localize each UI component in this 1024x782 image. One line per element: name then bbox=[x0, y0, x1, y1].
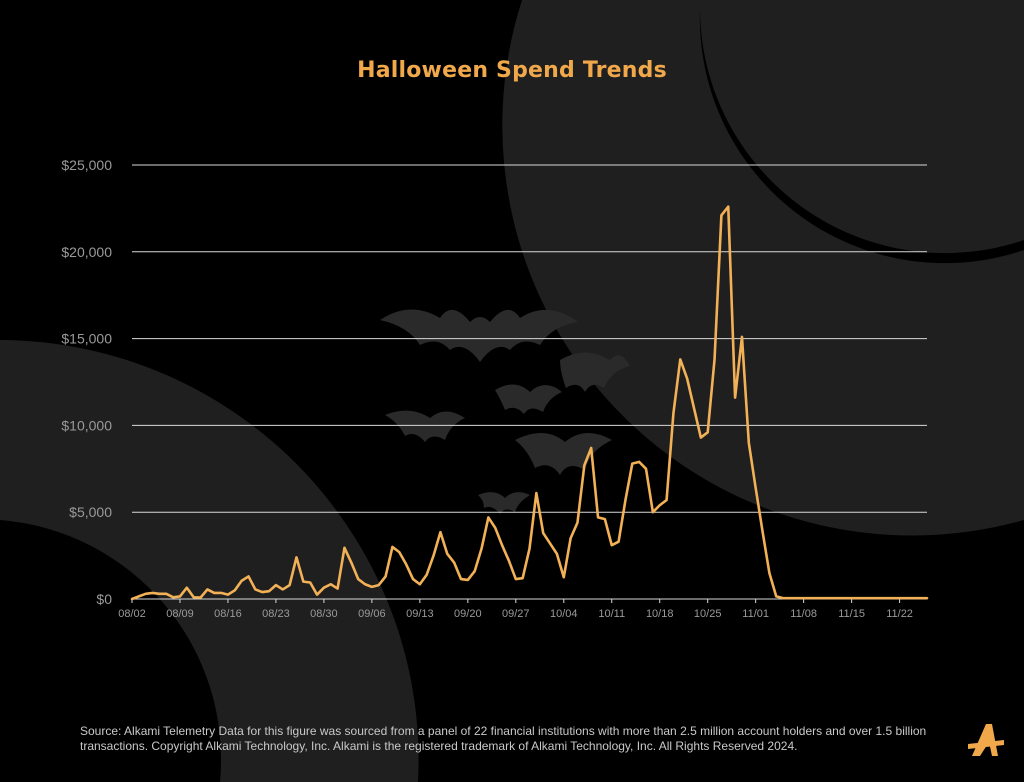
y-tick-label: $15,000 bbox=[61, 331, 112, 347]
decor-crescent-bottom-left bbox=[0, 340, 419, 782]
x-tick-label: 09/13 bbox=[406, 608, 434, 620]
y-axis-ticks: $0 $5,000 $10,000 $15,000 $20,000 $25,000 bbox=[61, 157, 112, 607]
x-tick-label: 08/16 bbox=[214, 608, 242, 620]
y-tick-label: $5,000 bbox=[69, 504, 112, 520]
x-tick-label: 08/09 bbox=[166, 608, 194, 620]
x-tick-label: 11/01 bbox=[742, 608, 769, 620]
x-tick-label: 08/23 bbox=[262, 608, 290, 620]
series-line bbox=[130, 205, 929, 601]
y-tick-label: $10,000 bbox=[61, 417, 112, 433]
alkami-logo-icon bbox=[968, 724, 1004, 756]
y-tick-label: $0 bbox=[96, 591, 112, 607]
x-tick-label: 09/06 bbox=[358, 608, 386, 620]
x-tick-label: 10/18 bbox=[646, 608, 674, 620]
series-layer bbox=[130, 205, 929, 601]
x-tick-label: 08/30 bbox=[310, 608, 338, 620]
x-axis-ticks: 08/02 08/09 08/16 08/23 08/30 09/06 09/13 09/20… bbox=[118, 599, 913, 620]
chart-title: Halloween Spend Trends bbox=[357, 58, 667, 83]
gridlines bbox=[132, 164, 927, 600]
y-tick-label: $20,000 bbox=[61, 244, 112, 260]
x-tick-label: 10/04 bbox=[550, 608, 578, 620]
x-tick-label: 08/02 bbox=[118, 608, 146, 620]
y-tick-label: $25,000 bbox=[61, 157, 112, 173]
x-tick-label: 11/08 bbox=[790, 608, 817, 620]
x-tick-label: 11/22 bbox=[886, 608, 913, 620]
x-tick-label: 09/20 bbox=[454, 608, 482, 620]
x-tick-label: 10/11 bbox=[598, 608, 625, 620]
x-tick-label: 10/25 bbox=[694, 608, 722, 620]
x-tick-label: 11/15 bbox=[838, 608, 865, 620]
x-tick-label: 09/27 bbox=[502, 608, 530, 620]
decor-crescent-top-right bbox=[502, 0, 1024, 536]
source-footnote: Source: Alkami Telemetry Data for this f… bbox=[80, 724, 927, 753]
bats-icon bbox=[380, 309, 630, 514]
